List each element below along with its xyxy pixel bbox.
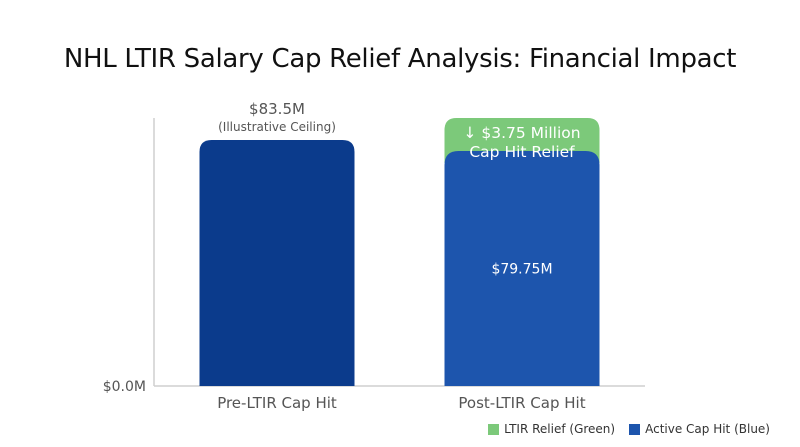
legend-label-active: Active Cap Hit (Blue): [645, 422, 770, 436]
chart-title: NHL LTIR Salary Cap Relief Analysis: Fin…: [63, 44, 737, 74]
legend-label-relief: LTIR Relief (Green): [504, 422, 616, 436]
y-tick-label: $0.0M: [103, 379, 146, 395]
legend-swatch-active: [629, 423, 641, 435]
relief-label-line1: ↓ $3.75 Million: [463, 124, 580, 142]
legend-item-relief: LTIR Relief (Green): [488, 422, 615, 436]
x-category-label: Post-LTIR Cap Hit: [458, 394, 585, 412]
bar-pre-ltir-value-label: $83.5M: [249, 100, 305, 118]
relief-label-line2: Cap Hit Relief: [469, 143, 575, 161]
legend-swatch-relief: [488, 423, 500, 435]
bar-pre-ltir: [199, 140, 355, 386]
legend: LTIR Relief (Green) Active Cap Hit (Blue…: [488, 422, 770, 436]
bar-pre-ltir-note-label: (Illustrative Ceiling): [218, 120, 336, 134]
bar-post-ltir-active: [444, 151, 600, 386]
legend-item-active: Active Cap Hit (Blue): [629, 422, 770, 436]
x-category-label: Pre-LTIR Cap Hit: [217, 394, 337, 412]
bar-post-ltir-value-label: $79.75M: [491, 262, 552, 278]
